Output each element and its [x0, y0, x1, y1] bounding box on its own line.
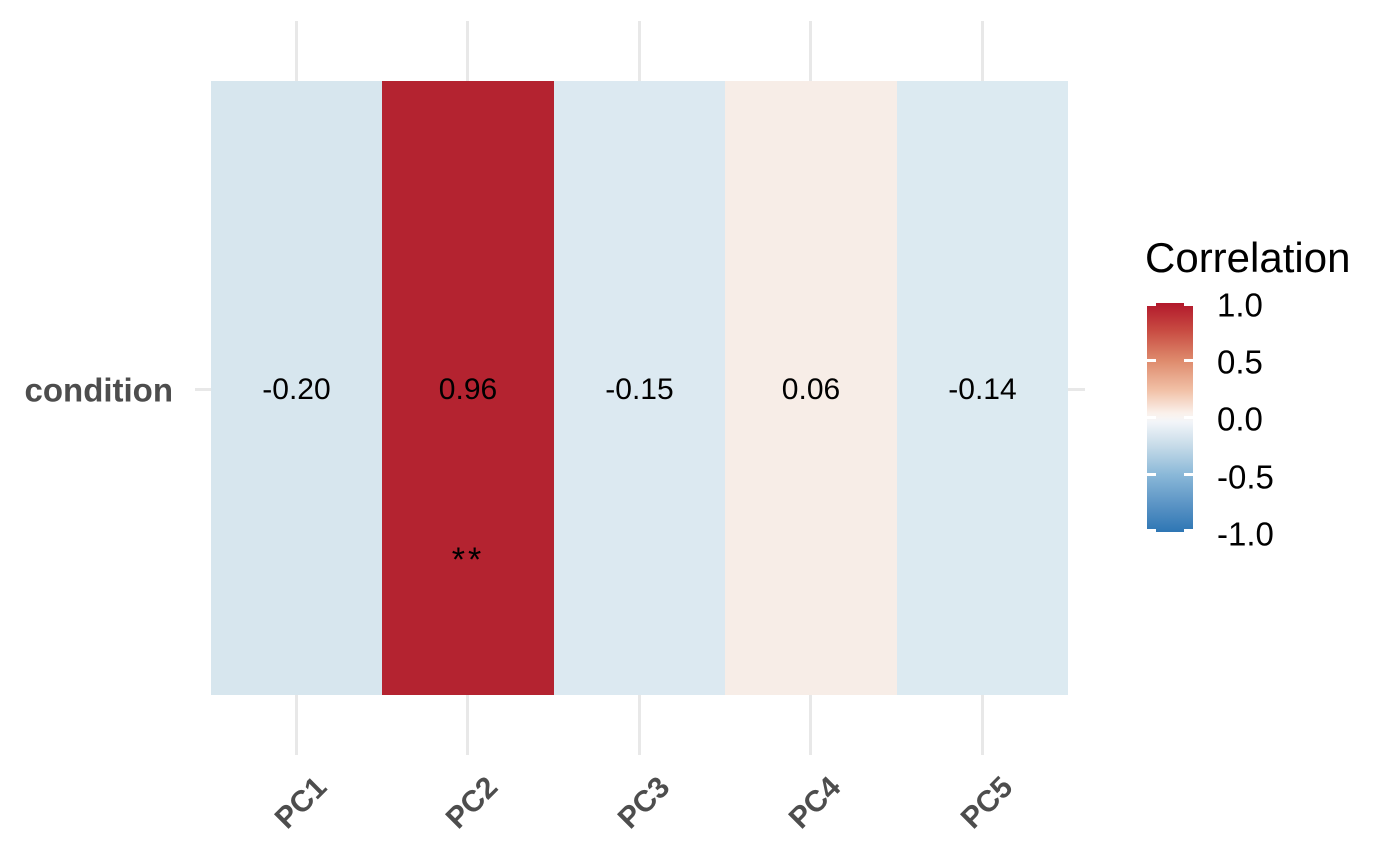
legend-tick-label-0.5: 0.5 [1217, 343, 1263, 381]
x-axis-tick-top-pc2 [466, 21, 469, 81]
x-axis-label-pc4: PC4 [782, 770, 847, 836]
cell-value-pc3: -0.15 [605, 373, 674, 406]
x-axis-label-pc1: PC1 [268, 770, 333, 836]
colorbar-tick--0.5-left [1147, 473, 1156, 476]
cell-value-pc1: -0.20 [262, 373, 331, 406]
colorbar-tick--1.0-left [1147, 529, 1156, 532]
colorbar-tick-1.0-left [1147, 303, 1156, 306]
x-axis-tick-bottom-pc5 [981, 695, 984, 755]
cell-value-pc2: 0.96 [438, 373, 498, 406]
x-axis-tick-bottom-pc3 [638, 695, 641, 755]
legend-tick-label--0.5: -0.5 [1217, 458, 1274, 496]
significance-marker-pc2: ** [451, 541, 485, 579]
legend-colorbar [1147, 303, 1193, 532]
y-axis-tick-left-condition [195, 388, 211, 391]
legend-tick-label-1.0: 1.0 [1217, 286, 1263, 324]
x-axis-tick-bottom-pc4 [809, 695, 812, 755]
x-axis-tick-top-pc4 [809, 21, 812, 81]
colorbar-tick--1.0-right [1184, 529, 1193, 532]
x-axis-tick-bottom-pc2 [466, 695, 469, 755]
colorbar-tick-0.0-left [1147, 416, 1156, 419]
legend-tick-label--1.0: -1.0 [1217, 515, 1274, 553]
x-axis-label-pc3: PC3 [611, 770, 676, 836]
legend-tick-label-0.0: 0.0 [1217, 400, 1263, 438]
x-axis-label-pc2: PC2 [439, 770, 504, 836]
cell-value-pc4: 0.06 [781, 373, 841, 406]
y-axis-label-condition: condition [24, 371, 173, 409]
heatmap-cell-pc1: -0.20 [211, 81, 382, 695]
colorbar-tick-0.0-right [1184, 416, 1193, 419]
cell-value-pc5: -0.14 [948, 373, 1017, 406]
heatmap-cell-pc5: -0.14 [897, 81, 1068, 695]
colorbar-tick-0.5-right [1184, 359, 1193, 362]
colorbar-tick-0.5-left [1147, 359, 1156, 362]
heatmap-cell-pc3: -0.15 [554, 81, 725, 695]
x-axis-tick-top-pc3 [638, 21, 641, 81]
legend-title: Correlation [1145, 234, 1351, 281]
x-axis-tick-top-pc1 [295, 21, 298, 81]
x-axis-label-pc5: PC5 [954, 770, 1019, 836]
x-axis-tick-bottom-pc1 [295, 695, 298, 755]
heatmap-cell-pc2: 0.96 ** [382, 81, 554, 695]
heatmap-cell-pc4: 0.06 [725, 81, 897, 695]
colorbar-tick-1.0-right [1184, 303, 1193, 306]
y-axis-tick-right-condition [1068, 388, 1085, 391]
colorbar-tick--0.5-right [1184, 473, 1193, 476]
x-axis-tick-top-pc5 [981, 21, 984, 81]
